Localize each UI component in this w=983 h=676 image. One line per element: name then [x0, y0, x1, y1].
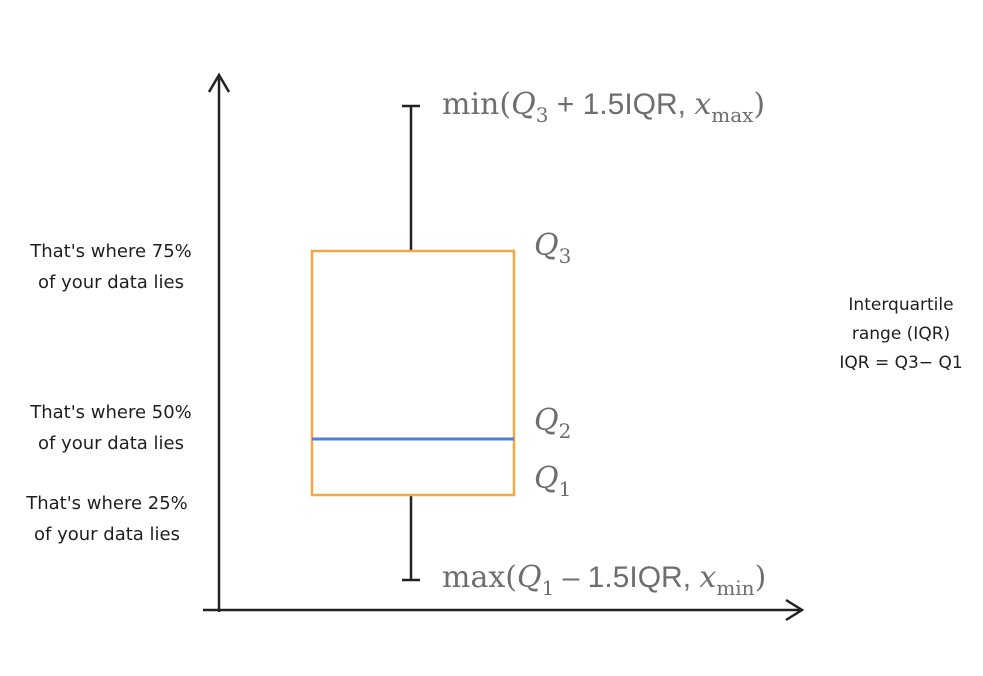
lower-whisker-label: max(Q1 – 1.5IQR, xmin): [442, 560, 766, 600]
q2-annotation: That's where 50% of your data lies: [18, 397, 204, 459]
q1-annotation: That's where 25% of your data lies: [14, 488, 200, 550]
upper-whisker-label: min(Q3 + 1.5IQR, xmax): [442, 87, 765, 127]
q3-annotation-line: of your data lies: [38, 272, 184, 293]
q3-label: Q3: [534, 228, 571, 268]
y-axis-arrowhead: [207, 72, 231, 93]
x-axis-arrowhead: [785, 598, 805, 622]
q1-label: Q1: [534, 461, 571, 501]
q3-annotation: That's where 75% of your data lies: [18, 236, 204, 298]
iqr-annotation-line: Interquartile: [848, 295, 954, 315]
q1-annotation-line: That's where 25%: [26, 493, 188, 514]
q2-annotation-line: of your data lies: [38, 433, 184, 454]
iqr-annotation: Interquartile range (IQR) IQR = Q3− Q1: [820, 291, 982, 378]
iqr-annotation-line: range (IQR): [851, 324, 951, 344]
q2-label: Q2: [534, 403, 571, 443]
q2-annotation-line: That's where 50%: [30, 402, 192, 423]
iqr-formula: IQR = Q3− Q1: [839, 353, 963, 373]
q3-annotation-line: That's where 75%: [30, 241, 192, 262]
iqr-box: [310, 249, 516, 497]
q1-annotation-line: of your data lies: [34, 524, 180, 545]
